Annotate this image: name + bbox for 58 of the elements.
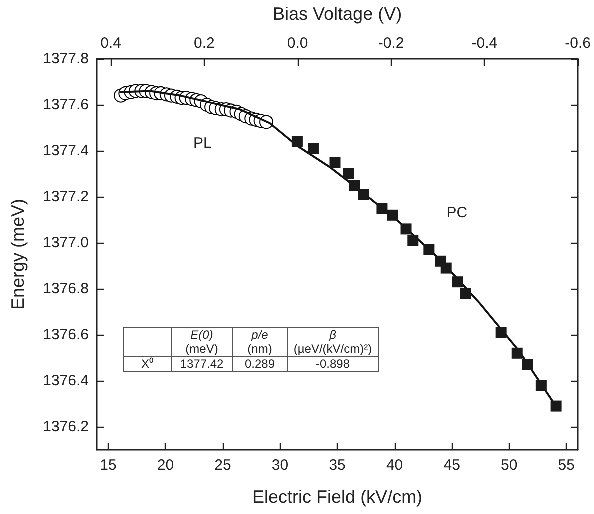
point — [358, 189, 370, 200]
x-tick-label: 15 — [100, 457, 117, 474]
annotation: X⁰ — [124, 356, 172, 372]
point — [550, 400, 562, 412]
annotation: β — [328, 328, 338, 342]
x2-tick-label: 0.2 — [194, 35, 215, 52]
annotation: (µeV/(kV/cm)²) — [292, 342, 374, 356]
point — [512, 348, 523, 359]
annotation: -0.898 — [288, 356, 378, 372]
y-tick-label: 1376.2 — [43, 418, 89, 436]
x-tick-label: 35 — [329, 457, 346, 474]
annotation: (nm) — [246, 342, 274, 356]
y-tick-label: 1377.2 — [43, 188, 89, 206]
x2-tick-label: 0.0 — [287, 35, 308, 52]
point — [536, 380, 547, 392]
x-tick-label: 55 — [558, 457, 575, 474]
point — [292, 136, 303, 148]
x-tick-label: 25 — [214, 457, 232, 474]
x2-axis-title: Bias Voltage (V) — [273, 4, 402, 24]
series-label: PC — [446, 204, 468, 222]
point — [308, 143, 319, 154]
x-axis-title: Electric Field (kV/cm) — [252, 487, 423, 507]
point — [408, 235, 419, 246]
point — [387, 210, 398, 221]
point — [452, 276, 464, 288]
annotation: 1377.42 — [172, 356, 232, 372]
point — [522, 359, 534, 370]
annotation: 0.289 — [232, 356, 288, 372]
point — [440, 262, 452, 274]
x-tick-label: 50 — [501, 457, 518, 474]
x-tick-label: 20 — [157, 457, 174, 474]
annotation: (meV) — [184, 342, 220, 356]
point — [330, 157, 341, 168]
point — [460, 288, 472, 300]
y-tick-label: 1376.4 — [43, 372, 89, 390]
x2-tick-label: -0.4 — [472, 35, 498, 52]
point — [349, 180, 360, 191]
point — [400, 224, 412, 235]
annotation: E(0) — [190, 328, 214, 342]
x-tick-label: 30 — [272, 457, 289, 474]
x2-tick-label: -0.6 — [565, 35, 592, 52]
x-tick-label: 40 — [386, 457, 404, 474]
x2-tick-label: -0.2 — [378, 35, 404, 52]
y-tick-label: 1377.6 — [43, 96, 89, 114]
y-tick-label: 1377.0 — [43, 234, 89, 252]
y-tick-label: 1376.6 — [43, 326, 89, 344]
annotation: p/e — [250, 328, 270, 342]
point — [376, 203, 388, 214]
x2-tick-label: 0.4 — [100, 35, 122, 52]
x-tick-label: 45 — [444, 457, 460, 474]
y-tick-label: 1377.8 — [43, 50, 89, 68]
y-axis-title: Energy (meV) — [8, 198, 28, 310]
y-tick-label: 1377.4 — [43, 142, 89, 160]
point — [424, 244, 435, 256]
point — [343, 168, 354, 180]
series-label: PL — [193, 134, 212, 152]
point — [496, 327, 507, 338]
y-tick-label: 1376.8 — [43, 280, 89, 298]
